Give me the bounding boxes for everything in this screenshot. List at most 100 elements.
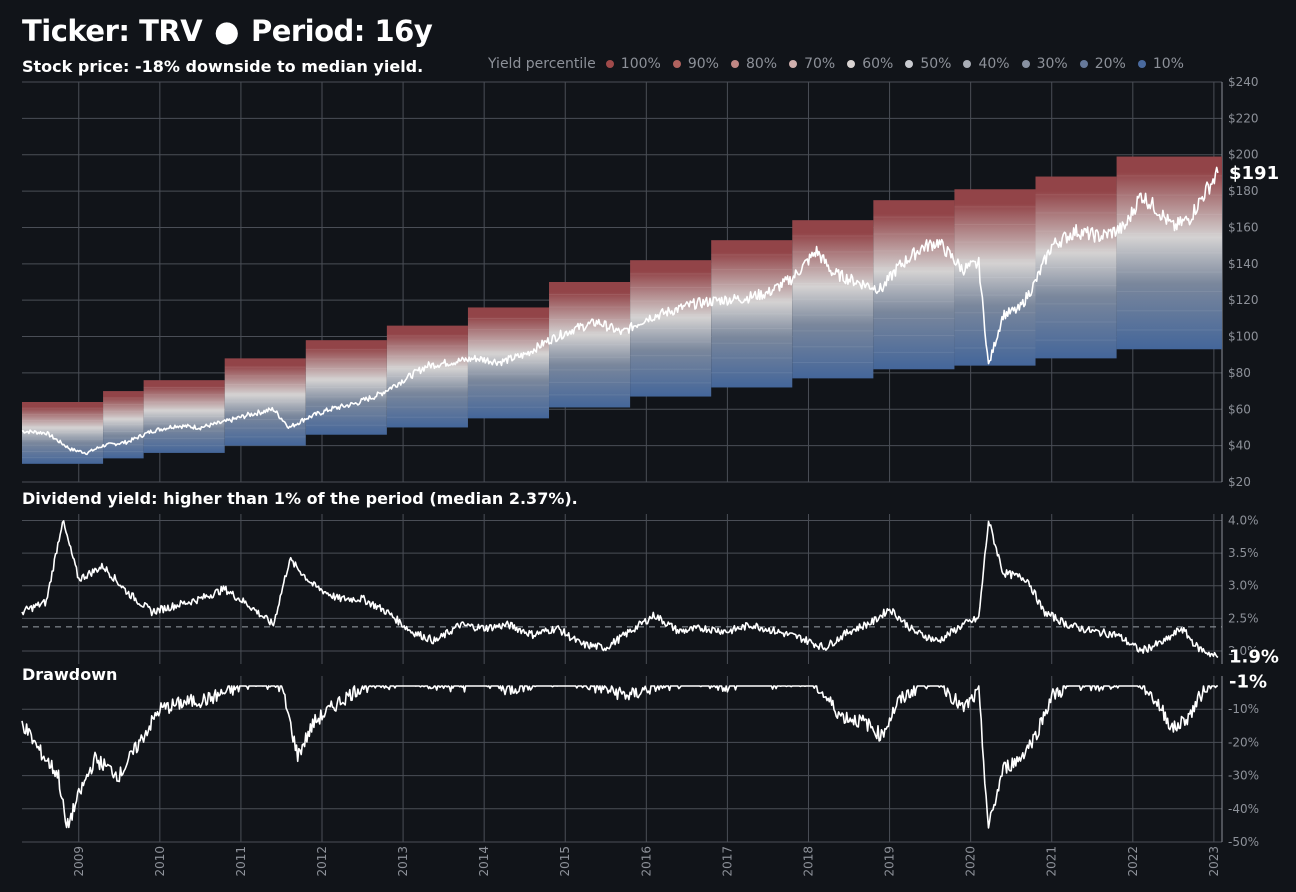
price-y-tick-label: $180 <box>1228 184 1259 198</box>
yield-band-layer <box>22 156 1222 464</box>
yield-band-step <box>1116 156 1222 350</box>
x-tick-label: 2012 <box>315 846 329 877</box>
legend-label: 60% <box>862 56 894 72</box>
yield-last-value-label: 1.9% <box>1229 646 1279 667</box>
yield-band-step <box>792 220 874 379</box>
price-y-tick-label: $140 <box>1228 257 1259 271</box>
legend-dot <box>963 60 972 68</box>
legend-label: 100% <box>620 56 661 72</box>
legend-item-80: 80% <box>730 56 778 72</box>
x-tick-label: 2015 <box>558 846 572 877</box>
legend-dot <box>847 60 856 68</box>
legend-item-30: 30% <box>1021 56 1068 72</box>
drawdown-y-tick-label: -40% <box>1228 802 1259 816</box>
legend-item-10: 10% <box>1137 56 1184 72</box>
legend-dot <box>672 60 681 68</box>
legend-label: 80% <box>745 56 778 72</box>
yield-band-step <box>467 307 550 419</box>
x-tick-label: 2016 <box>639 846 653 877</box>
legend-dot <box>905 60 914 68</box>
x-tick-label: 2010 <box>153 846 167 877</box>
yield-percentile-legend: Yield percentile 100% 90% 80% 70% 60% 50… <box>488 56 1196 72</box>
price-y-tick-label: $80 <box>1228 366 1251 380</box>
chart-title: Ticker: TRV ● Period: 16y <box>22 14 433 48</box>
yield-band-step <box>1035 176 1117 359</box>
price-subtitle: Stock price: -18% downside to median yie… <box>22 57 424 76</box>
grid-layer <box>22 81 1223 843</box>
yield-band-step <box>224 358 306 446</box>
price-y-tick-label: $100 <box>1228 330 1259 344</box>
legend-item-60: 60% <box>847 56 893 72</box>
period-label: Period: 16y <box>250 14 433 48</box>
x-tick-label: 2013 <box>396 846 410 877</box>
drawdown-y-tick-label: -20% <box>1228 735 1259 749</box>
drawdown-last-value-label: -1% <box>1229 671 1267 692</box>
x-tick-label: 2017 <box>720 846 734 877</box>
legend-item-90: 90% <box>672 56 719 72</box>
price-y-tick-label: $160 <box>1228 220 1259 234</box>
legend-label: 50% <box>920 56 952 72</box>
price-y-tick-label: $240 <box>1228 75 1259 89</box>
x-tick-label: 2022 <box>1126 846 1140 877</box>
legend-item-20: 20% <box>1079 56 1126 72</box>
yield-panel-title: Dividend yield: higher than 1% of the pe… <box>22 489 578 508</box>
legend-dot <box>605 60 614 68</box>
yield-y-tick-label: 4.0% <box>1228 514 1259 528</box>
drawdown-y-tick-label: -50% <box>1228 835 1259 849</box>
price-y-tick-label: $60 <box>1228 402 1251 416</box>
price-series-line <box>21 166 1219 456</box>
legend-item-40: 40% <box>963 56 1010 72</box>
price-y-tick-label: $120 <box>1228 293 1259 307</box>
yield-band-step <box>954 189 1036 366</box>
yield-series-line <box>21 520 1219 659</box>
x-tick-label: 2019 <box>883 846 897 877</box>
legend-dot <box>730 60 739 68</box>
legend-item-70: 70% <box>789 56 835 72</box>
drawdown-y-tick-label: -10% <box>1228 702 1259 716</box>
legend-dot <box>789 60 798 68</box>
legend-item-50: 50% <box>905 56 951 72</box>
drawdown-panel-title: Drawdown <box>22 665 118 684</box>
legend-dot <box>1021 60 1030 68</box>
price-y-tick-label: $20 <box>1228 475 1251 489</box>
legend-title: Yield percentile <box>488 56 596 72</box>
legend-item-100: 100% <box>605 56 661 72</box>
yield-band-step <box>22 402 104 464</box>
x-tick-label: 2011 <box>234 846 248 877</box>
x-tick-label: 2014 <box>477 846 491 877</box>
title-separator: ● <box>214 14 239 48</box>
yield-y-tick-label: 3.5% <box>1228 546 1259 560</box>
legend-dot <box>1137 60 1146 68</box>
price-y-tick-label: $200 <box>1228 148 1259 162</box>
drawdown-series-line <box>21 685 1218 829</box>
legend-label: 30% <box>1036 56 1068 72</box>
x-tick-label: 2023 <box>1207 846 1221 877</box>
yield-band-step <box>630 260 712 397</box>
yield-band-step <box>103 391 144 459</box>
legend-label: 10% <box>1152 56 1184 72</box>
legend-label: 70% <box>804 56 836 72</box>
price-y-tick-label: $220 <box>1228 111 1259 125</box>
legend-label: 20% <box>1094 56 1126 72</box>
yield-band-step <box>711 240 793 388</box>
yield-band-step <box>305 340 387 435</box>
drawdown-y-tick-label: -30% <box>1228 769 1259 783</box>
yield-y-tick-label: 3.0% <box>1228 579 1259 593</box>
x-tick-label: 2009 <box>72 846 86 877</box>
price-y-tick-label: $40 <box>1228 439 1251 453</box>
legend-label: 40% <box>978 56 1010 72</box>
legend-dot <box>1079 60 1088 68</box>
yield-band-step <box>549 282 631 408</box>
price-last-value-label: $191 <box>1229 163 1279 184</box>
yield-band-step <box>873 200 955 370</box>
yield-y-tick-label: 2.5% <box>1228 611 1259 625</box>
axis-label-layer: 2009 2010 2011 2012 2013 2014 2015 2016 2017 2018… <box>72 75 1281 877</box>
ticker-label: Ticker: TRV <box>22 14 203 48</box>
x-tick-label: 2021 <box>1045 846 1059 877</box>
yield-band-step <box>386 325 468 428</box>
legend-label: 90% <box>687 56 719 72</box>
yield-y-tick-label: 2.0% <box>1228 644 1259 658</box>
x-tick-label: 2018 <box>801 846 815 877</box>
yield-band-step <box>143 380 225 453</box>
